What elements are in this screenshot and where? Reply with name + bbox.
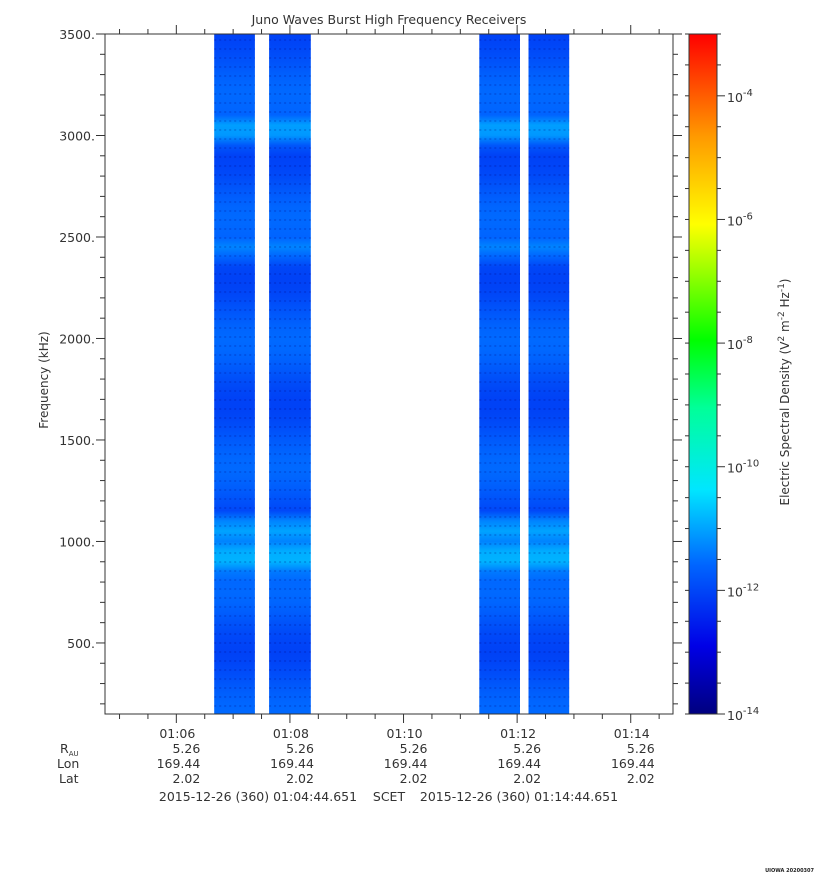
data-interval-4: [528, 34, 570, 714]
ephemeris-lat-value: 2.02: [172, 771, 200, 786]
ephemeris-table: 5.26169.442.025.26169.442.025.26169.442.…: [157, 741, 655, 786]
ephemeris-lon-value: 169.44: [611, 756, 655, 771]
ephemeris-lon-value: 169.44: [270, 756, 314, 771]
data-interval-2: [269, 34, 311, 714]
production-stamp: UIOWA 20200307: [765, 868, 814, 874]
x-tick-label: 01:14: [614, 726, 650, 741]
y-tick-label: 500.: [67, 636, 95, 651]
colorbar: [688, 33, 718, 715]
colorbar-tick-label: 10-4: [727, 88, 753, 105]
colorbar-tick-label: 10-8: [727, 335, 753, 352]
ephemeris-lon-value: 169.44: [497, 756, 541, 771]
y-tick-label: 1500.: [59, 433, 95, 448]
x-axis: 01:06 01:08 01:10 01:12 01:14: [119, 25, 660, 741]
x-tick-label: 01:08: [273, 726, 309, 741]
ephemeris-r-value: 5.26: [513, 741, 541, 756]
ephemeris-r-label: RAU: [60, 741, 79, 758]
ephemeris-lon-value: 169.44: [384, 756, 428, 771]
y-tick-label: 3000.: [59, 128, 95, 143]
colorbar-tick-label: 10-6: [727, 211, 753, 228]
ephemeris-r-value: 5.26: [172, 741, 200, 756]
colorbar-axis: 10-4 10-6 10-8 10-10 10-12 10-14: [685, 33, 759, 723]
data-interval-1: [214, 34, 255, 714]
y-tick-label: 2500.: [59, 230, 95, 245]
ephemeris-lat-value: 2.02: [513, 771, 541, 786]
colorbar-tick-label: 10-12: [727, 582, 759, 599]
chart-title: Juno Waves Burst High Frequency Receiver…: [251, 12, 527, 27]
data-interval-3: [479, 34, 520, 714]
plot-frame: [104, 33, 674, 715]
colorbar-label: Electric Spectral Density (V2 m-2 Hz-1): [777, 278, 792, 505]
y-tick-label: 3500.: [59, 27, 95, 42]
ephemeris-r-value: 5.26: [400, 741, 428, 756]
ephemeris-lat-value: 2.02: [400, 771, 428, 786]
colorbar-tick-label: 10-14: [727, 706, 759, 723]
ephemeris-lat-value: 2.02: [627, 771, 655, 786]
time-range-label: SCET: [373, 789, 406, 804]
y-tick-label: 1000.: [59, 534, 95, 549]
ephemeris-lon-value: 169.44: [157, 756, 201, 771]
x-tick-label: 01:10: [387, 726, 423, 741]
ephemeris-lat-label: Lat: [59, 771, 79, 786]
plot-area: [214, 34, 570, 714]
ephemeris-r-value: 5.26: [286, 741, 314, 756]
x-tick-label: 01:12: [500, 726, 536, 741]
y-tick-label: 2000.: [59, 331, 95, 346]
x-tick-label: 01:06: [159, 726, 195, 741]
ephemeris-r-value: 5.26: [627, 741, 655, 756]
colorbar-tick-label: 10-10: [727, 459, 759, 476]
y-axis: 500. 1000. 1500. 2000. 2500. 3000. 3500.: [59, 27, 682, 705]
time-range-start: 2015-12-26 (360) 01:04:44.651: [159, 789, 357, 804]
y-axis-label: Frequency (kHz): [37, 331, 51, 428]
time-range-end: 2015-12-26 (360) 01:14:44.651: [420, 789, 618, 804]
ephemeris-lon-label: Lon: [57, 756, 79, 771]
ephemeris-lat-value: 2.02: [286, 771, 314, 786]
